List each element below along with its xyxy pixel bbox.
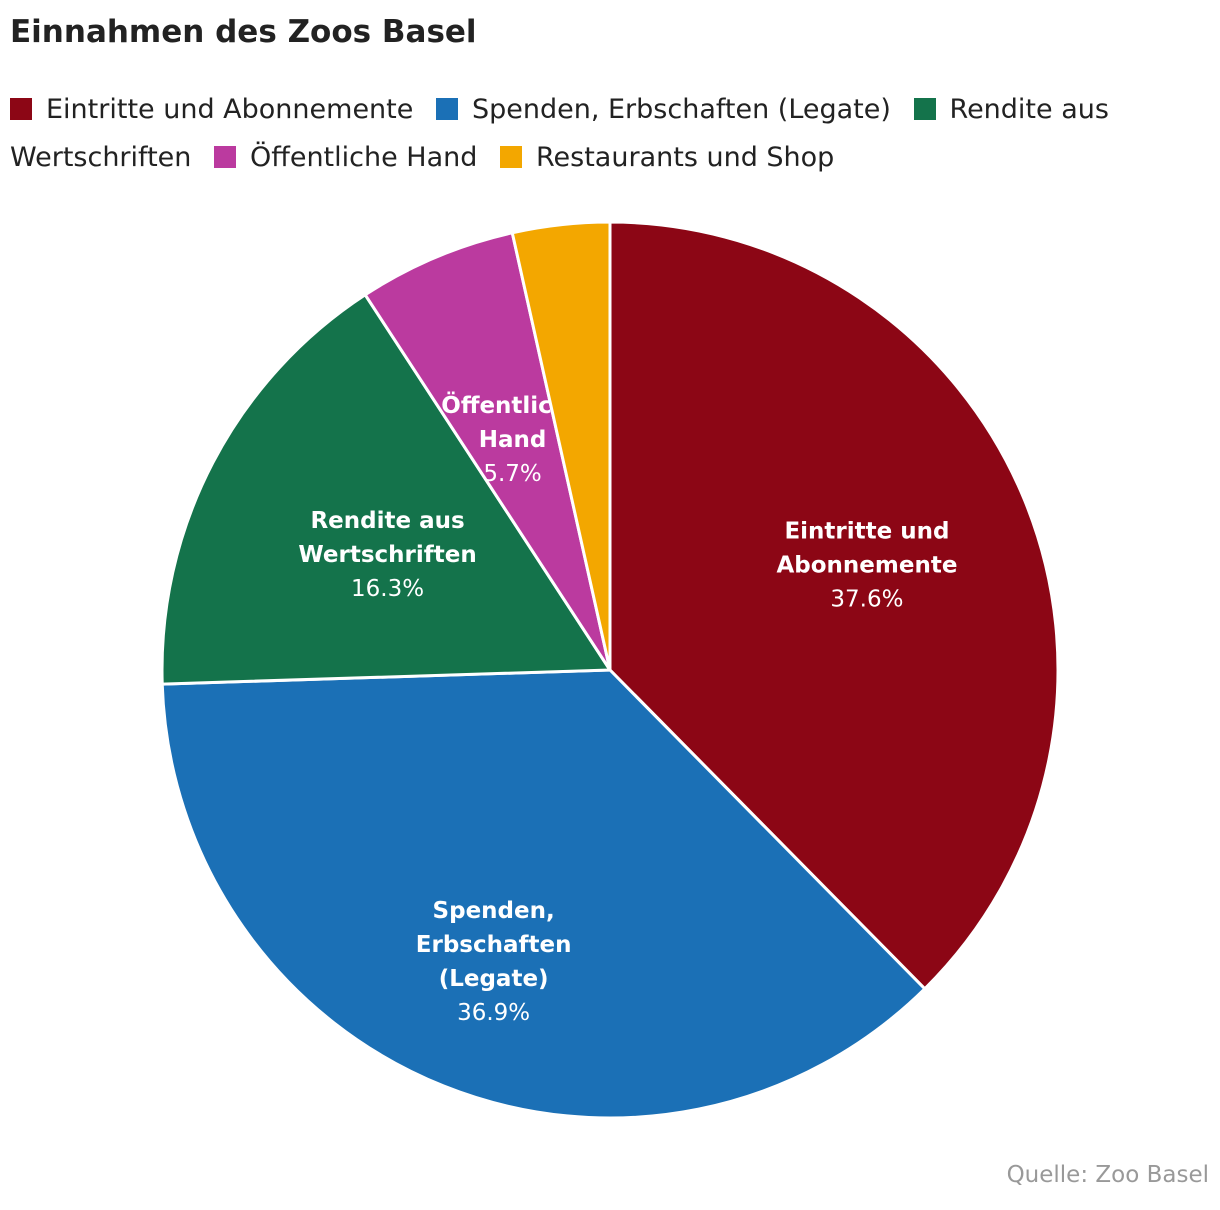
legend-swatch-spenden: [435, 98, 458, 120]
label-spenden-name: (Legate): [439, 966, 549, 992]
label-rendite-value: 16.3%: [351, 576, 424, 602]
slice-eintritte: [608, 220, 1060, 991]
label-eintritte: Eintritte und Abonnemente 37.6%: [776, 519, 957, 613]
legend-label-oeffentliche-hand: Öffentliche Hand: [249, 142, 478, 173]
label-rendite-name: Wertschriften: [298, 542, 476, 568]
label-spenden-name: Erbschaften: [416, 932, 572, 958]
source-note: Quelle: Zoo Basel: [1006, 1162, 1209, 1188]
label-rendite-name: Rendite aus: [310, 508, 464, 534]
legend-item-oeffentliche-hand: Öffentliche Hand: [213, 142, 478, 173]
legend-item-restaurants: Restaurants und Shop: [500, 142, 834, 173]
legend-item-eintritte: Eintritte und Abonnemente: [10, 94, 413, 125]
slice-oeffentliche-hand: [363, 231, 612, 672]
label-spenden: Spenden, Erbschaften (Legate) 36.9%: [416, 898, 572, 1026]
legend-label-spenden: Spenden, Erbschaften (Legate): [471, 94, 891, 125]
label-rendite: Rendite aus Wertschriften 16.3%: [298, 508, 476, 602]
legend-item-rendite: Rendite aus Wertschriften: [10, 94, 1109, 173]
legend-swatch-eintritte: [10, 98, 32, 120]
label-spenden-value: 36.9%: [457, 1000, 530, 1026]
label-spenden-name: Spenden,: [433, 898, 555, 924]
label-eintritte-value: 37.6%: [830, 587, 903, 613]
label-eintritte-name: Eintritte und: [784, 519, 949, 545]
slice-rendite: [160, 293, 612, 686]
legend-label-rendite: Rendite aus Wertschriften: [10, 94, 1109, 173]
legend: Eintritte und Abonnemente Spenden, Erbsc…: [10, 86, 1150, 182]
legend-item-spenden: Spenden, Erbschaften (Legate): [435, 94, 891, 125]
legend-label-restaurants: Restaurants und Shop: [536, 142, 835, 173]
label-eintritte-name: Abonnemente: [776, 553, 957, 579]
legend-swatch-rendite: [913, 98, 936, 120]
slice-spenden: [160, 668, 927, 1120]
slice-restaurants: [510, 220, 612, 672]
chart-title: Einnahmen des Zoos Basel: [10, 14, 477, 50]
legend-swatch-oeffentliche-hand: [213, 146, 236, 168]
label-oeffentliche-hand-name: Hand: [479, 427, 547, 453]
legend-swatch-restaurants: [500, 146, 522, 168]
legend-label-eintritte: Eintritte und Abonnemente: [46, 94, 414, 125]
label-oeffentliche-hand-value: 5.7%: [483, 461, 541, 487]
